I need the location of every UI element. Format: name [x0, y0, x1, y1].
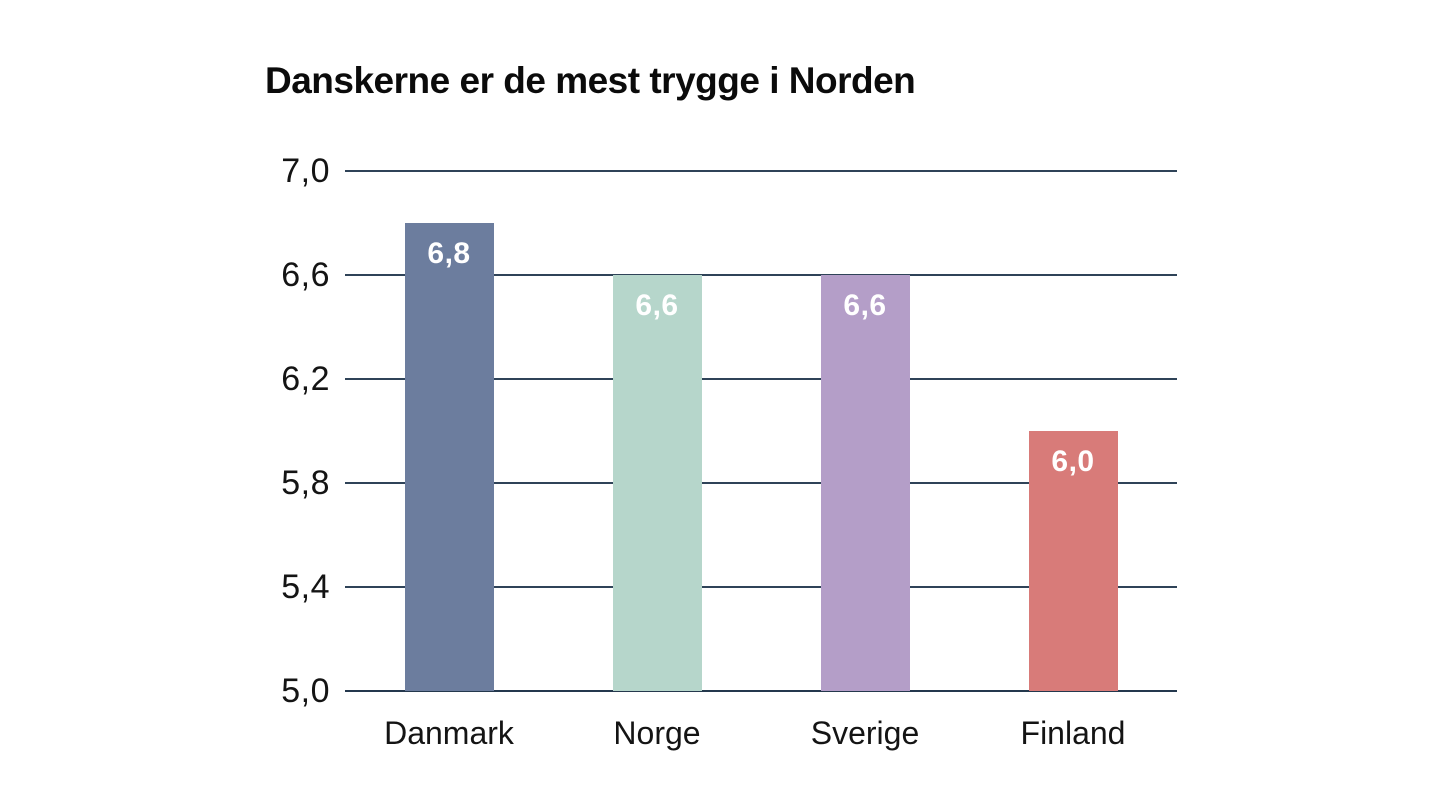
- x-category-label: Norge: [613, 715, 701, 751]
- gridline: [345, 274, 1177, 276]
- bar-sverige: [820, 275, 910, 691]
- gridline: [345, 170, 1177, 172]
- chart-title: Danskerne er de mest trygge i Norden: [265, 60, 916, 101]
- x-category-label: Danmark: [384, 715, 514, 751]
- bar-value-label: 6,6: [843, 289, 887, 322]
- gridline: [345, 482, 1177, 484]
- bar-value-label: 6,8: [427, 237, 471, 270]
- x-axis-line: [345, 689, 1177, 693]
- y-tick-label: 6,2: [281, 360, 330, 398]
- bar-finland: [1028, 431, 1118, 691]
- gridline: [345, 378, 1177, 380]
- bar-value-label: 6,6: [635, 289, 679, 322]
- bar-norge: [612, 275, 702, 691]
- y-tick-label: 5,8: [281, 464, 330, 502]
- bar-danmark: [404, 223, 494, 691]
- x-category-label: Sverige: [810, 715, 920, 751]
- x-category-label: Finland: [1020, 715, 1126, 751]
- y-tick-label: 5,4: [281, 568, 330, 606]
- bar-value-label: 6,0: [1051, 445, 1095, 478]
- y-tick-label: 7,0: [281, 152, 330, 190]
- gridline: [345, 586, 1177, 588]
- y-tick-label: 6,6: [281, 256, 330, 294]
- y-tick-label: 5,0: [281, 672, 330, 710]
